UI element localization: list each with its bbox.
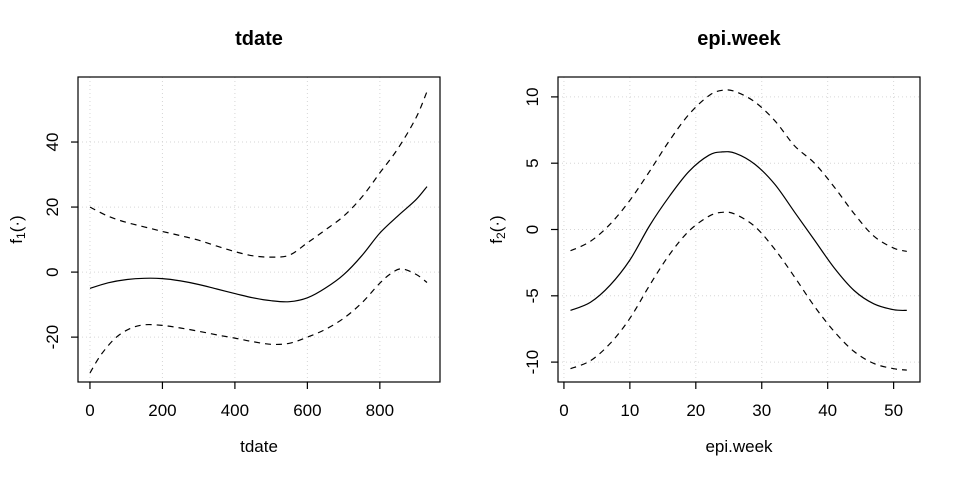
y-tick-label: 0 <box>43 267 62 276</box>
y-tick-label: 5 <box>523 158 542 167</box>
fit-line <box>570 151 907 312</box>
grid <box>78 77 440 382</box>
upper-ci-line <box>89 91 428 258</box>
y-tick-label: -10 <box>523 350 542 375</box>
panel-epi-week: 0 10 20 30 40 50 -10 -5 0 5 10 epi.week epi.week f2(·… <box>480 0 960 480</box>
x-tick-label: 40 <box>818 401 837 420</box>
y-axis-label: f2(·) <box>487 215 508 243</box>
x-tick-label: 20 <box>686 401 705 420</box>
y-tick-label: -20 <box>43 325 62 350</box>
x-tick-label: 0 <box>85 401 94 420</box>
fit-line <box>89 186 428 303</box>
grid <box>558 77 920 382</box>
plot-box <box>77 76 441 383</box>
x-tick-label: 400 <box>221 401 249 420</box>
plot-title: tdate <box>235 28 283 50</box>
y-tick-label: -5 <box>523 288 542 303</box>
lower-ci-line <box>89 268 428 374</box>
x-tick-label: 30 <box>752 401 771 420</box>
y-axis: -10 -5 0 5 10 <box>523 87 558 374</box>
panel-tdate: 0 200 400 600 800 -20 0 20 40 tdate tdate f1(·) <box>7 28 441 456</box>
tdate-plot: 0 200 400 600 800 -20 0 20 40 tdate tdate f1(·) <box>7 28 441 456</box>
x-tick-label: 0 <box>559 401 568 420</box>
y-tick-label: 10 <box>523 87 542 106</box>
epi-week-plot: 0 10 20 30 40 50 -10 -5 0 5 10 epi.week epi.week f2(·… <box>487 28 921 456</box>
x-tick-label: 800 <box>366 401 394 420</box>
y-axis-label: f1(·) <box>7 215 28 243</box>
lower-ci-line <box>570 211 907 371</box>
x-tick-label: 10 <box>620 401 639 420</box>
x-tick-label: 200 <box>148 401 176 420</box>
y-tick-label: 0 <box>523 225 542 234</box>
x-axis-label: tdate <box>240 437 278 456</box>
upper-ci-line <box>570 89 907 252</box>
y-tick-label: 20 <box>43 198 62 217</box>
x-tick-label: 600 <box>293 401 321 420</box>
y-tick-label: 40 <box>43 133 62 152</box>
x-axis: 0 10 20 30 40 50 <box>559 382 903 420</box>
plot-title: epi.week <box>697 28 781 50</box>
x-axis-label: epi.week <box>705 437 773 456</box>
y-axis: -20 0 20 40 <box>43 133 78 350</box>
x-axis: 0 200 400 600 800 <box>85 382 394 420</box>
x-tick-label: 50 <box>884 401 903 420</box>
